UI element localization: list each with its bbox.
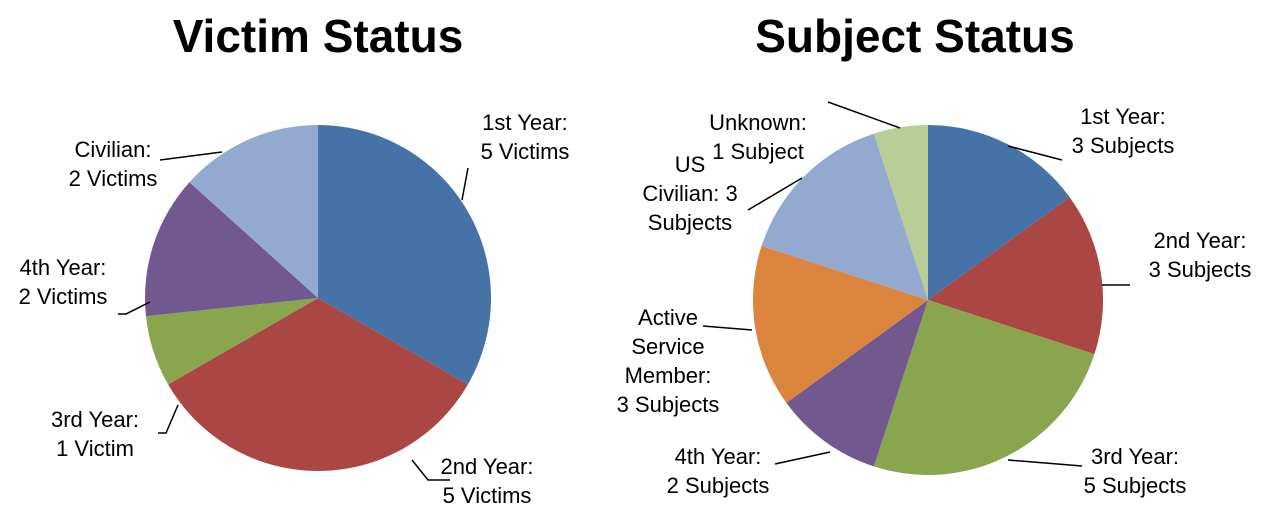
pie-slice [145,182,318,317]
leader-line [461,167,469,201]
leader-line [159,151,223,161]
leader-line [1007,459,1083,467]
leader-line [1007,145,1063,161]
pie-slice [189,125,318,298]
leader-line [774,451,831,465]
data-label: 1st Year: 5 Victims [481,110,570,164]
data-label: Civilian: 2 Victims [69,137,158,191]
pie-slice [928,197,1103,355]
pie-slice [145,298,318,385]
pie-slice [873,300,1095,475]
leader-line [118,301,151,315]
chart-title: Victim Status [173,10,464,62]
leader-line [827,101,901,129]
data-label: 3rd Year: 5 Subjects [1084,444,1187,498]
pie-slice [786,300,928,467]
pie-slice [753,245,928,403]
pie-slice [873,125,928,300]
data-label: 4th Year: 2 Subjects [667,444,770,498]
leader-line [702,325,753,331]
data-label: 3rd Year: 1 Victim [51,407,139,461]
data-label: 4th Year: 2 Victims [19,255,108,309]
data-label: Active Service Member: 3 Subjects [617,305,720,417]
pie-slice [928,125,1070,300]
pie-slice [318,125,491,385]
chart-title: Subject Status [755,10,1075,62]
leader-line [411,459,450,481]
pie-slice [761,133,928,300]
data-label: 2nd Year: 5 Victims [441,454,534,508]
leader-line [747,177,803,211]
leader-line [158,404,179,434]
data-label: 1st Year: 3 Subjects [1072,104,1175,158]
data-label: US Civilian: 3 Subjects [642,152,737,235]
data-label: 2nd Year: 3 Subjects [1149,228,1252,282]
data-label: Unknown: 1 Subject [709,110,807,164]
